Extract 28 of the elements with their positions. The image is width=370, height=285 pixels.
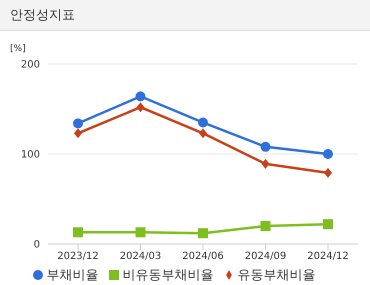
point [198,118,208,128]
point [74,128,82,138]
x-tick-label: 2024/03 [120,251,162,262]
x-tick-label: 2024/09 [244,251,286,262]
point [323,149,333,159]
y-tick-label: 200 [20,60,40,71]
y-tick-label: 100 [20,150,40,161]
y-axis-title: [%] [10,44,26,54]
point [262,158,270,169]
legend-label: 유동부채비율 [238,268,316,283]
point [324,168,332,178]
chart-title: 안정성지표 [0,0,370,31]
point [199,128,207,138]
legend-label: 부채비율 [46,268,98,283]
point [73,227,83,238]
point [136,227,146,238]
point [260,142,270,152]
point [323,219,333,230]
y-tick-label: 0 [34,240,40,251]
point [260,221,270,231]
point [198,228,208,238]
x-tick-label: 2024/06 [182,251,224,262]
point [136,91,146,102]
point [73,118,83,128]
legend-label: 비유동부채비율 [122,268,214,283]
point [136,102,144,112]
x-tick-label: 2023/12 [57,251,99,262]
x-tick-label: 2024/12 [307,251,349,262]
